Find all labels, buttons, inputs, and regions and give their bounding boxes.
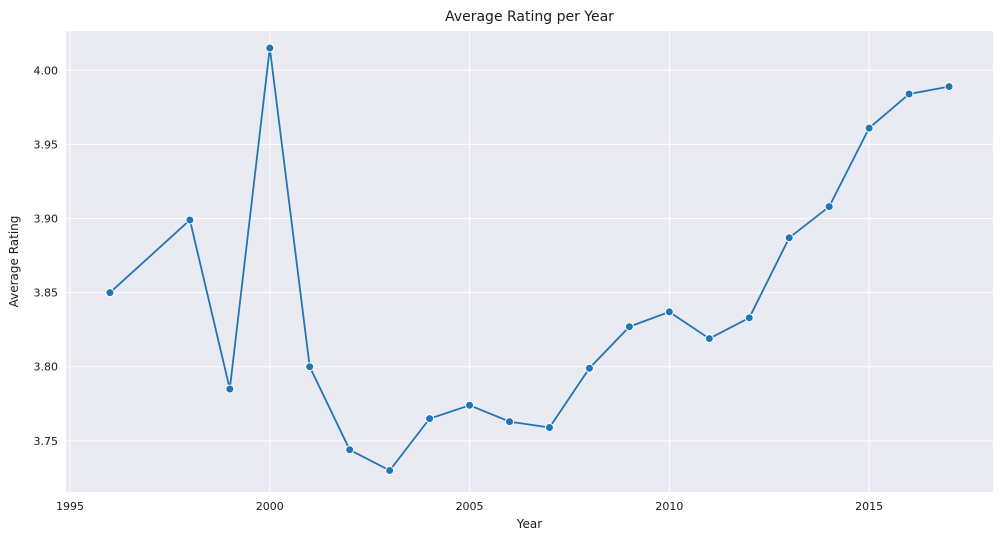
- data-point: [185, 215, 195, 225]
- data-point: [385, 466, 395, 476]
- data-point: [505, 417, 515, 427]
- grid-lines: [66, 31, 993, 492]
- data-point: [944, 82, 954, 92]
- data-point: [864, 123, 874, 133]
- y-tick-label: 4.00: [34, 64, 59, 77]
- data-point: [544, 423, 554, 433]
- data-point: [824, 202, 834, 212]
- x-axis-label: Year: [516, 517, 542, 531]
- data-point: [425, 414, 435, 424]
- data-point: [465, 400, 475, 410]
- x-tick-label: 2000: [256, 500, 284, 513]
- data-point: [584, 363, 594, 373]
- data-point: [105, 288, 115, 298]
- data-point: [904, 89, 914, 99]
- y-tick-label: 3.95: [34, 138, 59, 151]
- y-tick-label: 3.75: [34, 435, 59, 448]
- data-point: [624, 322, 634, 332]
- x-tick-label: 2005: [456, 500, 484, 513]
- data-point: [305, 362, 315, 372]
- y-axis-label: Average Rating: [7, 216, 21, 308]
- chart-title: Average Rating per Year: [445, 9, 614, 25]
- data-point: [704, 334, 714, 344]
- x-tick-label: 2010: [655, 500, 683, 513]
- y-tick-label: 3.85: [34, 287, 59, 300]
- data-point: [744, 313, 754, 323]
- plot-area: [66, 31, 993, 492]
- data-point: [664, 307, 674, 317]
- y-tick-label: 3.90: [34, 213, 59, 226]
- data-point: [345, 445, 355, 455]
- data-points: [105, 43, 954, 476]
- x-tick-label: 2015: [855, 500, 883, 513]
- data-point: [225, 384, 235, 394]
- data-point: [784, 233, 794, 243]
- x-axis-ticks: 1995 2000 2005 2010 2015: [56, 500, 883, 513]
- x-tick-label: 1995: [56, 500, 84, 513]
- y-tick-label: 3.80: [34, 361, 59, 374]
- y-axis-ticks: 3.75 3.80 3.85 3.90 3.95 4.00: [34, 64, 59, 448]
- data-point: [265, 43, 275, 53]
